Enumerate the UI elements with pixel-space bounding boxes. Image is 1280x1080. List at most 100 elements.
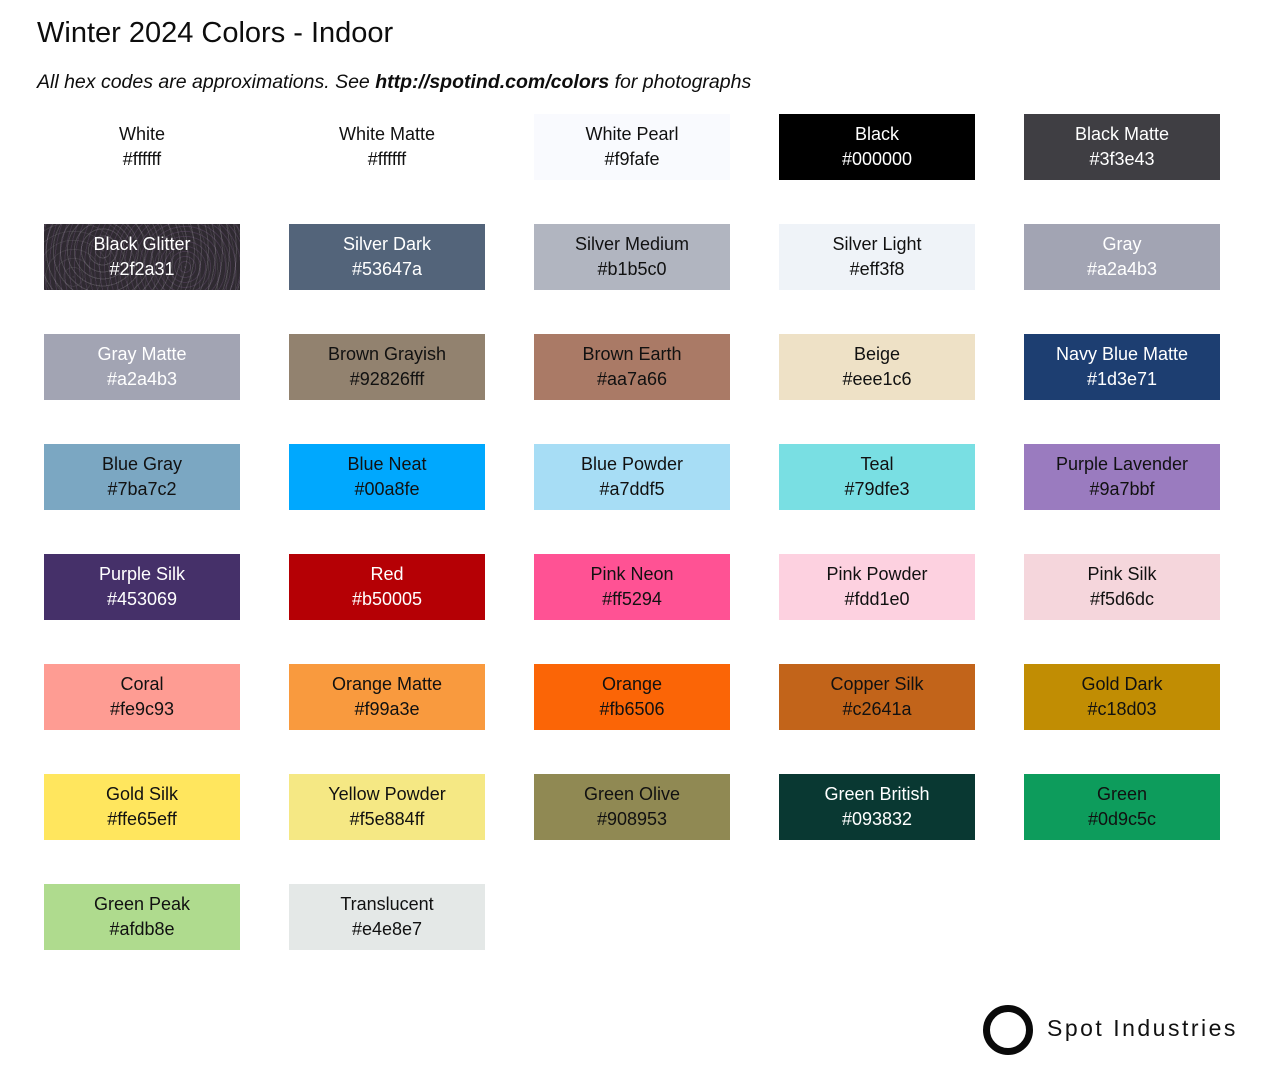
color-swatch: Blue Powder #a7ddf5 [534,444,730,510]
subtitle-url: http://spotind.com/colors [375,71,610,93]
swatch-hex: #453069 [106,589,178,609]
color-swatch: Yellow Powder #f5e884ff [289,774,485,840]
swatch-name: Black Glitter [93,234,191,254]
swatch-hex: #f99a3e [354,699,420,719]
swatch-hex: #eff3f8 [849,259,905,279]
color-swatch: Coral #fe9c93 [44,664,240,730]
subtitle: All hex codes are approximations. See ht… [37,71,751,94]
color-swatch: Green Peak #afdb8e [44,884,240,950]
swatch-name: Blue Powder [580,454,684,474]
color-swatch: Green #0d9c5c [1024,774,1220,840]
swatch-hex: #aa7a66 [596,369,668,389]
swatch-hex: #f5e884ff [349,809,425,829]
swatch-name: Pink Powder [826,564,928,584]
swatch-name: Brown Grayish [327,344,447,364]
color-swatch: Green British #093832 [779,774,975,840]
swatch-name: Green British [824,784,930,804]
subtitle-suffix: for photographs [609,71,752,93]
swatch-name: Gray Matte [97,344,187,364]
palette-grid: White #ffffff White Matte #ffffff White … [44,114,1220,950]
subtitle-prefix: All hex codes are approximations. See [37,71,376,93]
swatch-name: Translucent [340,894,434,914]
color-swatch: Gray Matte #a2a4b3 [44,334,240,400]
swatch-hex: #000000 [841,149,913,169]
swatch-name: Silver Dark [342,234,431,254]
swatch-name: Red [370,564,404,584]
swatch-name: Purple Lavender [1055,454,1189,474]
swatch-hex: #f5d6dc [1089,589,1155,609]
swatch-hex: #f9fafe [604,149,660,169]
swatch-hex: #908953 [596,809,668,829]
swatch-name: Pink Neon [590,564,674,584]
color-swatch: Silver Dark #53647a [289,224,485,290]
swatch-hex: #ff5294 [602,589,662,609]
swatch-hex: #a7ddf5 [599,479,665,499]
color-swatch: Pink Silk #f5d6dc [1024,554,1220,620]
swatch-name: Gold Silk [105,784,179,804]
swatch-hex: #093832 [841,809,913,829]
color-swatch: Teal #79dfe3 [779,444,975,510]
swatch-hex: #eee1c6 [842,369,912,389]
color-swatch: Purple Silk #453069 [44,554,240,620]
swatch-hex: #a2a4b3 [1086,259,1158,279]
swatch-hex: #ffffff [367,149,407,169]
swatch-name: Black Matte [1074,124,1170,144]
swatch-name: Brown Earth [582,344,682,364]
swatch-hex: #b50005 [351,589,423,609]
swatch-hex: #fdd1e0 [844,589,910,609]
color-swatch: Gold Dark #c18d03 [1024,664,1220,730]
swatch-hex: #7ba7c2 [107,479,177,499]
swatch-name: Copper Silk [830,674,924,694]
color-swatch: Gold Silk #ffe65eff [44,774,240,840]
swatch-name: Black [854,124,899,144]
swatch-name: Blue Gray [101,454,183,474]
color-swatch: Orange Matte #f99a3e [289,664,485,730]
swatch-name: Orange Matte [331,674,443,694]
color-swatch: White Pearl #f9fafe [534,114,730,180]
swatch-name: Blue Neat [347,454,427,474]
swatch-hex: #ffffff [122,149,162,169]
swatch-hex: #fb6506 [599,699,665,719]
swatch-name: Gray [1102,234,1142,254]
color-swatch: Translucent #e4e8e7 [289,884,485,950]
swatch-hex: #a2a4b3 [106,369,178,389]
swatch-hex: #fe9c93 [109,699,175,719]
brand-name: Spot Industries [1047,1015,1238,1041]
swatch-name: Navy Blue Matte [1055,344,1189,364]
swatch-hex: #3f3e43 [1089,149,1155,169]
color-swatch: Navy Blue Matte #1d3e71 [1024,334,1220,400]
swatch-hex: #1d3e71 [1086,369,1158,389]
color-swatch: Black Matte #3f3e43 [1024,114,1220,180]
color-swatch: Purple Lavender #9a7bbf [1024,444,1220,510]
swatch-hex: #92826fff [349,369,425,389]
swatch-hex: #79dfe3 [844,479,910,499]
color-swatch: Beige #eee1c6 [779,334,975,400]
color-swatch: Black Glitter #2f2a31 [44,224,240,290]
color-swatch: Orange #fb6506 [534,664,730,730]
color-swatch: Gray #a2a4b3 [1024,224,1220,290]
color-swatch: White Matte #ffffff [289,114,485,180]
swatch-name: White [118,124,165,144]
swatch-name: Gold Dark [1081,674,1163,694]
swatch-name: Teal [860,454,894,474]
swatch-name: Green [1096,784,1148,804]
swatch-name: White Matte [338,124,436,144]
swatch-hex: #0d9c5c [1087,809,1157,829]
color-swatch: White #ffffff [44,114,240,180]
color-swatch: Green Olive #908953 [534,774,730,840]
swatch-name: Yellow Powder [328,784,446,804]
swatch-hex: #9a7bbf [1089,479,1155,499]
swatch-hex: #afdb8e [109,919,175,939]
swatch-hex: #53647a [351,259,423,279]
color-swatch: Red #b50005 [289,554,485,620]
color-swatch: Black #000000 [779,114,975,180]
swatch-hex: #b1b5c0 [597,259,667,279]
swatch-name: Green Olive [583,784,681,804]
swatch-name: Silver Light [832,234,922,254]
color-swatch: Silver Light #eff3f8 [779,224,975,290]
swatch-name: Green Peak [93,894,191,914]
swatch-name: Beige [853,344,901,364]
color-swatch: Pink Powder #fdd1e0 [779,554,975,620]
swatch-hex: #2f2a31 [109,259,175,279]
color-swatch: Brown Grayish #92826fff [289,334,485,400]
